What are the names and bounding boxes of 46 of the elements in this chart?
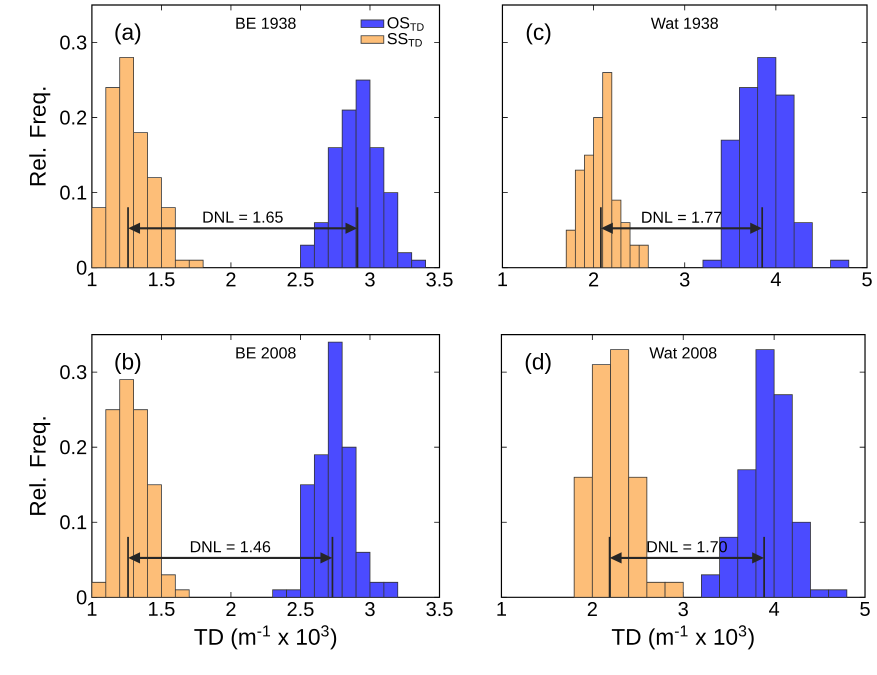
text: BE 1938 [236,18,296,29]
text: Wat 1938 [650,18,718,29]
annotation: (c) [526,23,550,44]
x-tick-label: 2.5 [288,272,314,286]
y-tick-label: 0.1 [60,515,86,530]
x-tick-label: 2 [588,602,597,616]
y-tick-label: 0.3 [60,364,86,380]
x-axis-title: TD (m$^{-1}$ x 10$^{3}$) [612,625,754,650]
y-tick-label: 0.2 [60,110,86,125]
x-tick-label: 1 [497,602,506,616]
x-tick-label: 3 [680,272,690,286]
x-tick-label: 1.5 [149,272,174,286]
y-tick-label: 0 [76,590,86,604]
x-tick-label: 3 [365,602,375,616]
y-tick-label: 0.1 [60,185,86,200]
x-tick-label: 3.5 [426,272,453,286]
y-axis-title: Rel. Freq. [29,88,50,186]
annotation: DNL = 1.46 [190,540,270,552]
x-tick-label: 3.5 [426,602,453,616]
x-tick-label: 2 [226,602,236,616]
x-tick-label: 1 [88,602,96,616]
text: Wat 2008 [649,347,716,358]
legend-label: OS$_{TD}$ [388,17,424,31]
x-tick-label: 1 [88,272,96,286]
y-tick-label: 0 [76,260,86,275]
annotation: (a) [115,23,140,44]
x-tick-label: 1.5 [149,602,174,616]
y-tick-label: 0.3 [60,35,86,50]
x-tick-label: 4 [769,602,780,616]
text: BE 2008 [236,347,296,358]
x-axis-title: TD (m$^{-1}$ x 10$^{3}$) [194,625,336,650]
annotation: (d) [526,352,551,374]
x-tick-label: 3 [365,272,375,286]
x-tick-label: 2 [589,272,598,286]
y-axis-title: Rel. Freq. [29,417,50,515]
x-tick-label: 2.5 [288,602,314,616]
x-tick-label: 1 [498,272,508,286]
annotation: (b) [115,352,140,374]
x-tick-label: 5 [860,602,870,616]
x-tick-label: 4 [770,272,781,286]
legend-label: SS$_{TD}$ [388,32,422,46]
x-tick-label: 5 [862,272,872,286]
x-tick-label: 2 [226,272,236,286]
annotation: DNL = 1.65 [203,211,283,223]
x-tick-label: 3 [678,602,688,616]
y-tick-label: 0.2 [60,440,86,454]
